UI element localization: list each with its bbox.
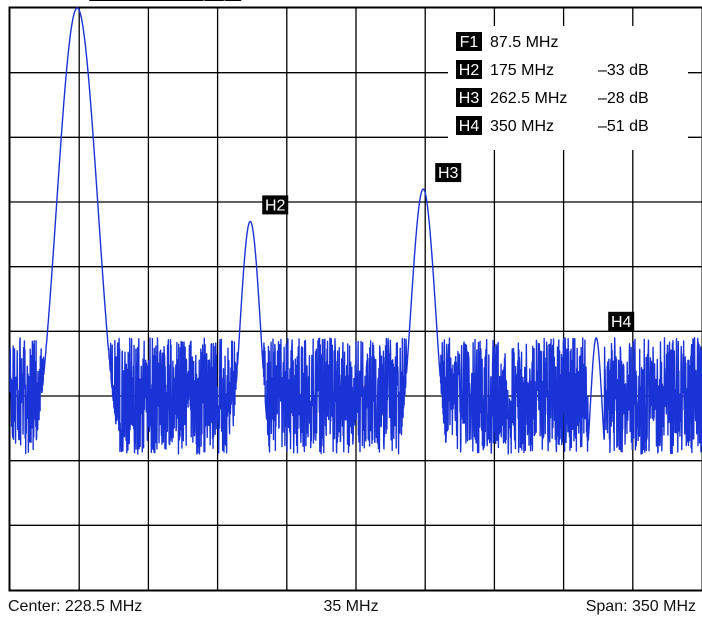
peak-label-text: Fundamental (F1) (102, 0, 229, 1)
peak-label-h3: H3 (435, 163, 462, 183)
center-frequency-readout: Center: 228.5 MHz (8, 598, 143, 615)
peak-label-h2: H2 (262, 195, 289, 215)
legend-row-h4: H4 350 MHz –51 dB (456, 116, 649, 135)
peak-label-f1: Fundamental (F1) (89, 0, 242, 1)
per-division-readout: 35 MHz (323, 598, 379, 615)
legend-level: –51 dB (598, 118, 649, 135)
legend-tag-box (456, 116, 482, 135)
legend-tag-text: H2 (459, 62, 480, 79)
peak-label-box (435, 163, 462, 183)
legend-background (448, 26, 688, 150)
legend-level: –33 dB (598, 62, 649, 79)
legend-tag-box (456, 88, 482, 107)
peak-label-box (608, 311, 635, 331)
legend-row-h2: H2 175 MHz –33 dB (456, 60, 649, 79)
spectrum-plot: F1 87.5 MHz H2 175 MHz –33 dB H3 262.5 MHz –28 … (8, 0, 702, 592)
legend-tag-box (456, 32, 482, 51)
legend-panel: F1 87.5 MHz H2 175 MHz –33 dB H3 262.5 MHz –28 … (448, 26, 688, 150)
peak-labels: Fundamental (F1) H2 H3 H4 (89, 0, 635, 331)
spectrum-trace (9, 7, 702, 455)
legend-tag-text: F1 (460, 34, 479, 51)
legend-row-f1: F1 87.5 MHz (456, 32, 558, 51)
legend-frequency: 350 MHz (490, 118, 554, 135)
peak-label-text: H2 (265, 197, 286, 214)
trace-layer (9, 7, 702, 455)
legend-level: –28 dB (598, 90, 649, 107)
peak-label-h4: H4 (608, 311, 635, 331)
legend-frequency: 175 MHz (490, 62, 554, 79)
peak-label-box (89, 0, 242, 1)
legend-frequency: 262.5 MHz (490, 90, 567, 107)
legend-frequency: 87.5 MHz (490, 34, 558, 51)
legend-row-h3: H3 262.5 MHz –28 dB (456, 88, 649, 107)
peak-label-box (262, 195, 289, 215)
peak-label-text: H4 (611, 314, 632, 331)
span-readout: Span: 350 MHz (585, 598, 696, 615)
legend-tag-text: H3 (459, 90, 480, 107)
peak-label-text: H3 (438, 165, 459, 182)
legend-tag-text: H4 (459, 118, 480, 135)
legend-tag-box (456, 60, 482, 79)
